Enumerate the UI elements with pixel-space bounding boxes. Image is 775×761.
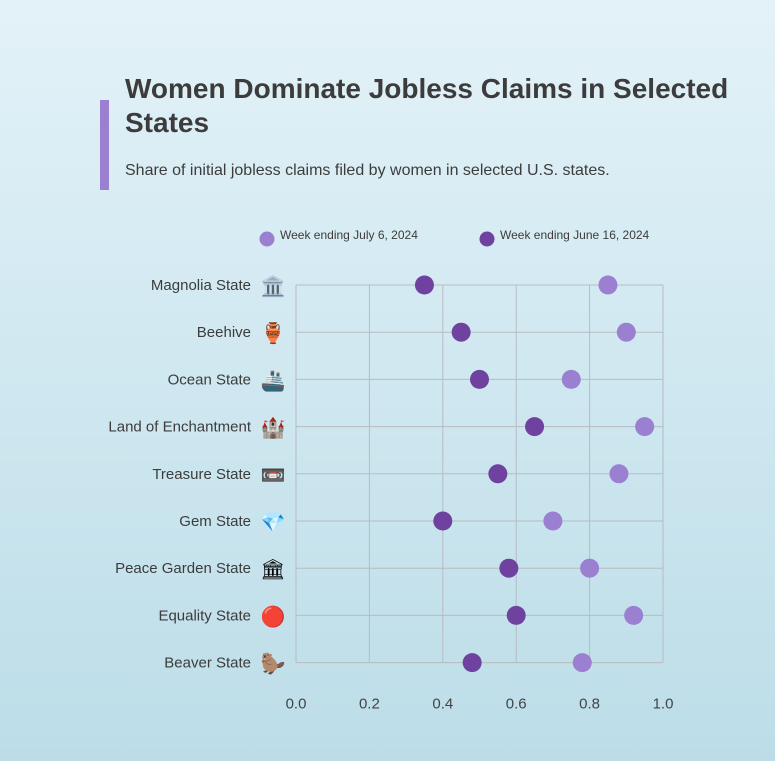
- grid-lines: [295, 284, 664, 664]
- data-point-series-1: [470, 369, 489, 389]
- data-point-series-0: [609, 464, 629, 484]
- category-label: Gem State: [179, 513, 251, 530]
- category-icon: 💎: [261, 512, 286, 534]
- category-label: Treasure State: [152, 466, 251, 483]
- category-label: Land of Enchantment: [108, 419, 251, 436]
- data-point-series-1: [525, 417, 545, 437]
- data-point-series-0: [624, 605, 644, 625]
- legend[interactable]: Week ending July 6, 2024 Week ending June…: [259, 228, 650, 247]
- category-icon: 🏰: [261, 417, 286, 440]
- x-tick-label: 0.8: [579, 696, 600, 713]
- x-tick-label: 0.0: [286, 696, 307, 713]
- category-label: Beaver State: [164, 655, 251, 672]
- data-point-series-1: [451, 322, 471, 342]
- chart-subtitle: Share of initial jobless claims filed by…: [125, 162, 610, 179]
- category-icon: 🔴: [261, 604, 286, 628]
- data-point-series-1: [499, 558, 519, 578]
- category-label: Beehive: [197, 324, 251, 341]
- legend-label[interactable]: Week ending June 16, 2024: [500, 228, 650, 242]
- data-point-series-0: [543, 511, 563, 531]
- data-point-series-1: [488, 464, 508, 484]
- category-label: Ocean State: [168, 371, 251, 388]
- x-axis-ticks: 0.0 0.2 0.4 0.6 0.8 1.0: [286, 696, 674, 713]
- title-accent-bar: [100, 100, 109, 190]
- data-point-series-1: [506, 605, 526, 625]
- data-point-series-0: [580, 558, 600, 578]
- category-icon: 🏺: [261, 321, 286, 345]
- category-icon: 🦫: [261, 652, 286, 676]
- x-tick-label: 0.6: [506, 696, 527, 713]
- x-tick-label: 0.4: [432, 696, 453, 713]
- data-point-series-1: [462, 653, 482, 673]
- x-tick-label: 1.0: [653, 696, 674, 713]
- category-icon: 🏛: [260, 558, 285, 581]
- legend-label[interactable]: Week ending July 6, 2024: [280, 228, 418, 242]
- legend-marker[interactable]: [479, 231, 495, 247]
- data-point-series-0: [572, 653, 592, 673]
- data-points: [414, 275, 655, 673]
- category-label: Magnolia State: [151, 277, 251, 294]
- chart-title: Women Dominate Jobless Claims in Selecte…: [125, 73, 729, 138]
- category-label: Equality State: [158, 607, 251, 624]
- data-point-series-1: [433, 511, 453, 531]
- category-labels: Magnolia State Beehive Ocean State Land of …: [108, 277, 251, 672]
- data-point-series-0: [635, 417, 655, 437]
- x-tick-label: 0.2: [359, 696, 380, 713]
- category-icon: 📼: [261, 465, 286, 487]
- data-point-series-1: [414, 275, 434, 295]
- category-icon: 🏛️: [261, 274, 286, 298]
- data-point-series-0: [616, 322, 636, 342]
- category-icons: 🏛️ 🏺 🚢 🏰 📼 💎 🏛 🔴 🦫: [260, 274, 285, 676]
- data-point-series-0: [598, 275, 618, 295]
- category-icon: 🚢: [261, 370, 286, 392]
- category-label: Peace Garden State: [115, 560, 251, 577]
- legend-marker[interactable]: [259, 231, 275, 247]
- data-point-series-0: [561, 369, 581, 389]
